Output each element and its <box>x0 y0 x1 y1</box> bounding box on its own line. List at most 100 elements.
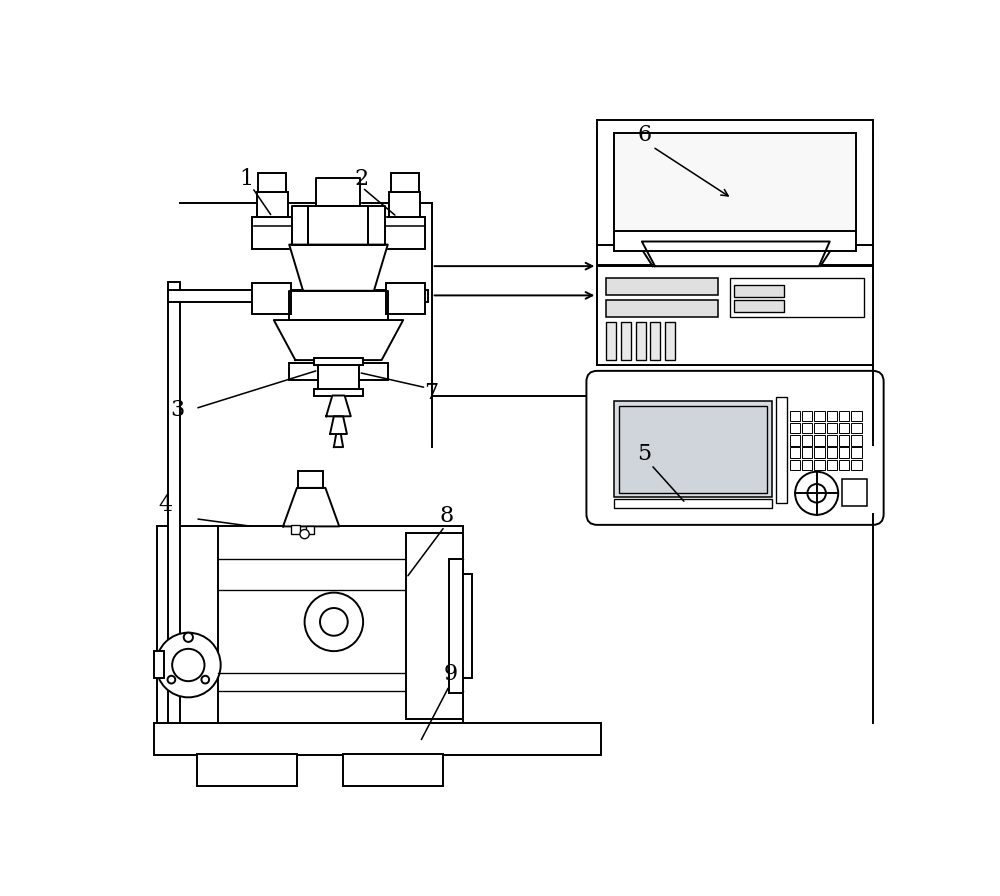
Bar <box>814 460 825 470</box>
Bar <box>168 290 428 302</box>
Bar <box>827 435 837 445</box>
Circle shape <box>184 633 193 642</box>
Bar <box>802 435 812 445</box>
Bar <box>289 363 318 380</box>
Polygon shape <box>289 291 388 320</box>
Bar <box>614 401 772 497</box>
Bar <box>851 423 862 434</box>
Bar <box>621 322 631 360</box>
Bar <box>839 423 849 434</box>
Circle shape <box>300 530 309 538</box>
Circle shape <box>305 592 363 651</box>
Circle shape <box>156 633 221 697</box>
Bar <box>358 363 388 380</box>
Bar <box>839 435 849 445</box>
Bar <box>851 447 862 458</box>
Bar <box>851 460 862 470</box>
Bar <box>463 574 472 678</box>
Text: 6: 6 <box>637 125 651 146</box>
Bar <box>406 532 463 719</box>
Bar <box>157 527 220 723</box>
Polygon shape <box>289 245 388 291</box>
Bar <box>252 217 292 249</box>
Circle shape <box>168 676 175 684</box>
Polygon shape <box>639 245 834 266</box>
Bar <box>839 460 849 470</box>
Bar <box>814 410 825 421</box>
Bar <box>298 471 323 488</box>
Polygon shape <box>316 177 360 206</box>
Bar <box>343 754 443 786</box>
Polygon shape <box>334 434 343 447</box>
Circle shape <box>201 676 209 684</box>
Bar <box>614 133 856 231</box>
Bar <box>252 283 291 314</box>
Bar <box>389 193 420 217</box>
Bar <box>258 173 286 193</box>
Bar <box>306 527 314 534</box>
Bar <box>776 397 787 504</box>
Bar <box>802 423 812 434</box>
Bar <box>790 435 800 445</box>
Bar <box>154 723 601 755</box>
Polygon shape <box>274 320 403 360</box>
Bar <box>636 322 646 360</box>
Circle shape <box>172 649 205 681</box>
Bar <box>597 132 873 264</box>
Bar <box>851 410 862 421</box>
Polygon shape <box>368 206 385 245</box>
Text: 3: 3 <box>170 400 184 421</box>
Bar <box>790 447 800 458</box>
Bar <box>314 390 363 395</box>
Text: 8: 8 <box>439 504 454 527</box>
Polygon shape <box>642 242 830 266</box>
Bar <box>597 120 873 245</box>
Polygon shape <box>292 206 308 245</box>
Bar <box>449 559 463 694</box>
Bar <box>597 266 873 365</box>
Bar <box>842 479 867 506</box>
Bar <box>385 217 425 249</box>
Bar <box>614 499 772 508</box>
Bar <box>606 300 718 317</box>
Text: 5: 5 <box>637 444 651 465</box>
Bar <box>665 322 675 360</box>
Bar <box>391 173 419 193</box>
Polygon shape <box>326 395 351 417</box>
Bar <box>314 358 363 365</box>
Bar <box>734 300 784 313</box>
Bar <box>827 460 837 470</box>
Polygon shape <box>308 206 368 245</box>
Bar <box>386 283 425 314</box>
Bar <box>851 435 862 445</box>
Bar <box>318 358 359 391</box>
Bar <box>790 460 800 470</box>
Text: 4: 4 <box>158 494 172 516</box>
Circle shape <box>320 608 348 636</box>
Bar <box>790 423 800 434</box>
Circle shape <box>795 471 838 515</box>
Bar <box>827 423 837 434</box>
Bar <box>734 285 784 297</box>
Bar <box>168 282 180 723</box>
Bar <box>814 435 825 445</box>
Bar <box>814 447 825 458</box>
Text: 1: 1 <box>239 168 253 190</box>
Bar <box>814 423 825 434</box>
Text: 9: 9 <box>443 663 457 685</box>
Bar <box>606 279 718 296</box>
Bar <box>218 527 463 723</box>
Bar <box>197 754 297 786</box>
Text: 7: 7 <box>424 382 438 403</box>
Bar <box>827 447 837 458</box>
Bar <box>291 525 300 534</box>
Bar <box>619 406 767 493</box>
Bar <box>839 447 849 458</box>
Bar <box>614 147 856 251</box>
Bar <box>839 410 849 421</box>
Polygon shape <box>330 417 347 434</box>
Bar <box>730 279 864 317</box>
FancyBboxPatch shape <box>586 371 884 525</box>
Bar <box>802 410 812 421</box>
Bar <box>257 193 288 217</box>
